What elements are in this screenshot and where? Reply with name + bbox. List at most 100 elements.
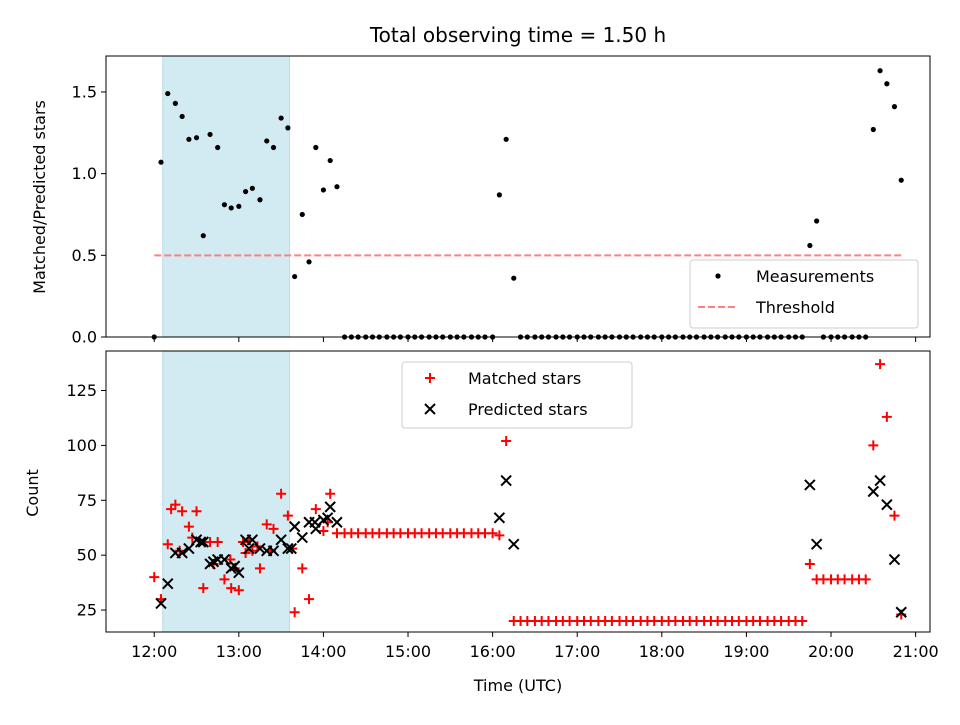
x-tick-label: 15:00 — [385, 642, 431, 661]
matched-star-point — [875, 359, 886, 370]
matched-star-point — [282, 510, 293, 521]
measurement-point — [870, 126, 876, 133]
matched-star-point — [318, 526, 329, 537]
matched-star-point — [501, 436, 512, 447]
x-axis-label: Time (UTC) — [473, 676, 562, 695]
x-tick-label: 14:00 — [300, 642, 346, 661]
measurement-point — [257, 197, 263, 203]
predicted-star-point — [296, 531, 308, 544]
matched-star-point — [310, 504, 321, 515]
predicted-star-point — [500, 474, 512, 487]
measurement-point — [242, 188, 249, 195]
matched-star-point — [304, 594, 315, 605]
measurement-point — [278, 115, 284, 121]
matched-star-point — [233, 585, 244, 596]
measurement-point — [193, 135, 200, 141]
predicted-star-point — [867, 485, 880, 498]
legend-matched-swatch — [425, 373, 435, 383]
measurement-point — [814, 218, 820, 224]
measurement-point — [299, 211, 305, 218]
bottom-shaded-span — [162, 350, 291, 633]
matched-star-point — [183, 521, 194, 532]
x-tick-label: 17:00 — [554, 642, 600, 661]
predicted-star-point — [233, 567, 245, 579]
measurement-point — [285, 125, 291, 131]
measurement-point — [807, 242, 813, 249]
predicted-star-point — [881, 498, 893, 511]
predicted-star-point — [207, 556, 220, 568]
predicted-star-point — [508, 538, 520, 550]
measurement-point — [503, 136, 509, 142]
matched-star-point — [860, 574, 871, 585]
matched-star-point — [261, 519, 272, 530]
measurement-point — [215, 144, 221, 151]
bottom-y-tick-label: 75 — [77, 491, 97, 510]
top-y-tick-label: 1.5 — [72, 82, 97, 101]
matched-star-point — [797, 616, 808, 627]
bottom-legend-label: Matched stars — [468, 369, 581, 388]
predicted-star-point — [493, 512, 506, 524]
measurement-point — [511, 275, 517, 281]
measurement-point — [172, 100, 178, 106]
measurement-point — [228, 205, 234, 211]
legend-measurement-swatch — [715, 273, 721, 279]
measurement-point — [165, 90, 171, 97]
predicted-star-point — [155, 597, 167, 610]
matched-star-point — [325, 488, 336, 499]
predicted-star-point — [267, 545, 280, 557]
top-legend-box — [689, 259, 919, 329]
predicted-star-point — [243, 542, 255, 555]
predicted-star-point — [331, 516, 343, 528]
predicted-star-point — [218, 553, 231, 566]
bottom-legend-box — [401, 361, 633, 429]
x-tick-label: 19:00 — [723, 642, 769, 661]
predicted-star-point — [275, 534, 287, 546]
measurement-point — [306, 259, 312, 265]
matched-star-point — [487, 528, 498, 539]
top-panel: 0.0 0.5 1.0 1.5 Measurements Threshold — [72, 55, 931, 347]
measurement-point — [884, 81, 890, 87]
top-legend-label: Measurements — [756, 267, 874, 286]
matched-star-point — [889, 510, 900, 521]
measurement-point — [320, 187, 327, 193]
matched-star-point — [191, 506, 202, 517]
x-tick-label: 16:00 — [470, 642, 516, 661]
measurement-point — [179, 113, 185, 120]
matched-star-point — [149, 572, 160, 583]
x-tick-label: 12:00 — [131, 642, 177, 661]
top-y-tick-label: 1.0 — [72, 164, 97, 183]
matched-star-point — [166, 504, 177, 515]
measurement-point — [898, 177, 904, 183]
predicted-star-point — [228, 560, 241, 572]
matched-star-point — [276, 488, 287, 499]
measurement-point — [334, 184, 340, 190]
measurement-point — [221, 202, 228, 208]
matched-star-point — [297, 563, 308, 574]
matched-star-point — [198, 583, 209, 594]
matched-star-point — [868, 440, 879, 451]
measurement-point — [158, 159, 164, 165]
top-y-tick-label: 0.5 — [72, 246, 97, 265]
predicted-star-point — [195, 536, 207, 548]
predicted-star-point — [254, 542, 266, 555]
predicted-star-point — [282, 542, 294, 555]
x-tick-label: 18:00 — [639, 642, 685, 661]
measurement-point — [249, 185, 255, 191]
predicted-star-point — [285, 542, 297, 555]
matched-star-point — [254, 563, 265, 574]
predicted-star-point — [309, 516, 321, 528]
predicted-star-point — [804, 479, 816, 491]
top-legend-label: Threshold — [755, 298, 835, 317]
bottom-axes-frame — [105, 350, 931, 633]
predicted-star-point — [810, 538, 823, 550]
matched-star-point — [177, 506, 188, 517]
measurement-point — [891, 104, 898, 110]
matched-star-point — [494, 530, 505, 541]
predicted-star-point — [197, 536, 209, 548]
bottom-y-axis-label: Count — [23, 469, 42, 517]
predicted-star-point — [874, 474, 886, 487]
x-tick-label: 21:00 — [893, 642, 939, 661]
measurement-point — [207, 131, 213, 138]
top-chart-title: Total observing time = 1.50 h — [369, 23, 666, 47]
